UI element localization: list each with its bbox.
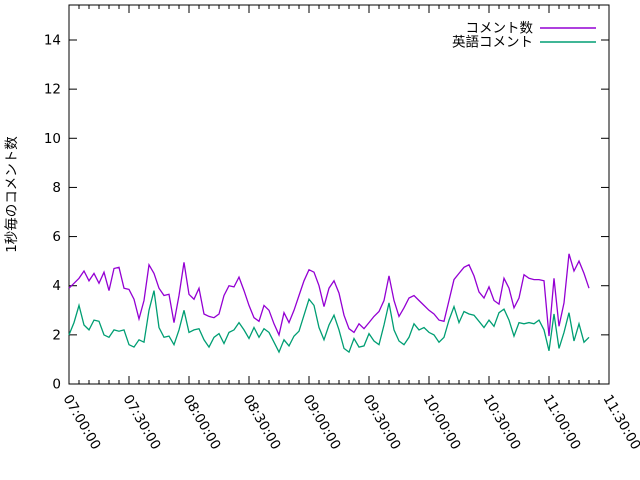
x-tick-label: 11:30:00 [600,392,640,453]
svg-text:1秒毎のコメント数: 1秒毎のコメント数 [4,136,20,253]
series-lines [68,253,590,354]
x-axis: 07:00:00 07:30:00 08:00:00 08:30:00 09:00:00… [60,5,640,453]
y-tick-label: 4 [52,278,61,294]
plot-border [68,4,610,385]
x-tick-label: 07:00:00 [60,392,104,453]
x-tick-label: 08:30:00 [240,392,284,453]
y-tick-label: 8 [52,180,61,196]
x-tick-label: 11:00:00 [540,392,584,453]
x-tick-label: 09:30:00 [360,392,404,453]
legend-label: コメント数 [466,21,534,37]
y-tick-label: 14 [44,33,61,49]
y-tick-label: 2 [52,327,61,343]
x-tick-label: 09:00:00 [300,392,344,453]
y-tick-label: 10 [44,131,61,147]
y-tick-label: 6 [52,229,61,245]
legend-label: 英語コメント [452,34,533,51]
y-axis: 0 2 4 6 8 10 12 14 [44,33,609,393]
series-line-コメント数 [68,253,590,337]
y-tick-label: 12 [44,82,61,98]
y-axis-title: 1秒毎のコメント数 [4,136,20,253]
x-tick-label: 07:30:00 [120,392,164,453]
x-tick-label: 10:00:00 [420,392,464,453]
x-tick-label: 10:30:00 [480,392,524,453]
series-line-英語コメント [68,290,590,354]
x-tick-label: 08:00:00 [180,392,224,453]
y-tick-label: 0 [52,377,61,393]
